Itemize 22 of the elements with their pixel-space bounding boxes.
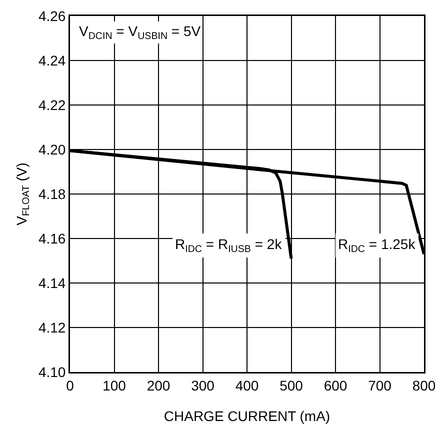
x-tick-label: 200 — [146, 377, 170, 394]
x-tick-label: 500 — [280, 377, 304, 394]
x-tick-label: 700 — [368, 377, 392, 394]
annotation: V$_{DCIN}$ = V$_{USBIN}$ = 5V — [79, 23, 202, 42]
x-axis-title: CHARGE CURRENT (mA) — [164, 408, 330, 424]
x-tick-label: 300 — [191, 377, 215, 394]
y-tick-label: 4.14 — [38, 274, 66, 291]
y-tick-label: 4.18 — [38, 186, 66, 202]
x-tick-label: 600 — [324, 377, 348, 394]
y-tick-label: 4.16 — [38, 230, 66, 246]
x-tick-label: 800 — [412, 377, 436, 394]
y-tick-label: 4.10 — [38, 364, 66, 380]
y-tick-label: 4.24 — [38, 52, 66, 68]
series-label: R$_{IDC}$ = 1.25k — [338, 236, 416, 255]
series-label: R$_{IDC}$ = R$_{IUSB}$ = 2k — [175, 236, 283, 255]
x-tick-label: 0 — [66, 377, 74, 394]
y-tick-label: 4.22 — [38, 96, 66, 113]
x-tick-label: 100 — [102, 377, 126, 394]
x-tick-label: 400 — [235, 377, 259, 394]
y-tick-label: 4.12 — [38, 319, 66, 336]
y-tick-label: 4.26 — [38, 8, 66, 24]
y-tick-label: 4.20 — [38, 141, 66, 158]
